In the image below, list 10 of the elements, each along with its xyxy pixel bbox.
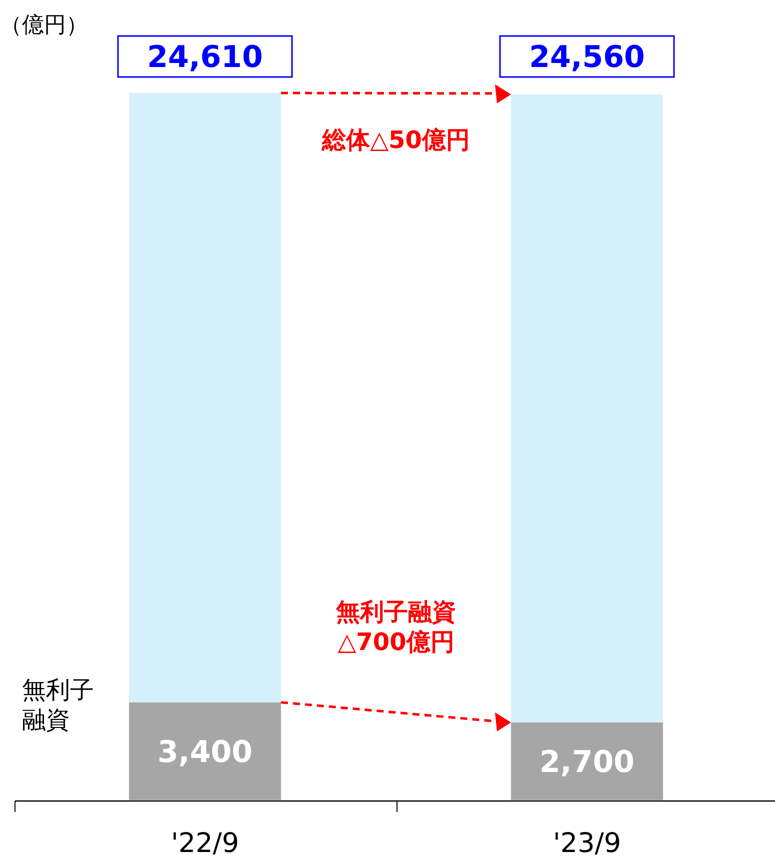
text: （億円） xyxy=(0,13,88,38)
annotation: 総体△50億円 xyxy=(321,126,470,154)
total-label: 24,560 xyxy=(529,40,645,75)
data-label: 3,400 xyxy=(158,735,252,770)
series-label: 無利子融資 xyxy=(22,676,94,734)
annotation: 無利子融資 △700億円 xyxy=(335,598,456,656)
data-label: 2,700 xyxy=(540,745,634,780)
total-label: 24,610 xyxy=(147,40,263,75)
x-tick-label: '22/9 xyxy=(170,828,240,859)
x-tick-label: '23/9 xyxy=(552,828,622,859)
